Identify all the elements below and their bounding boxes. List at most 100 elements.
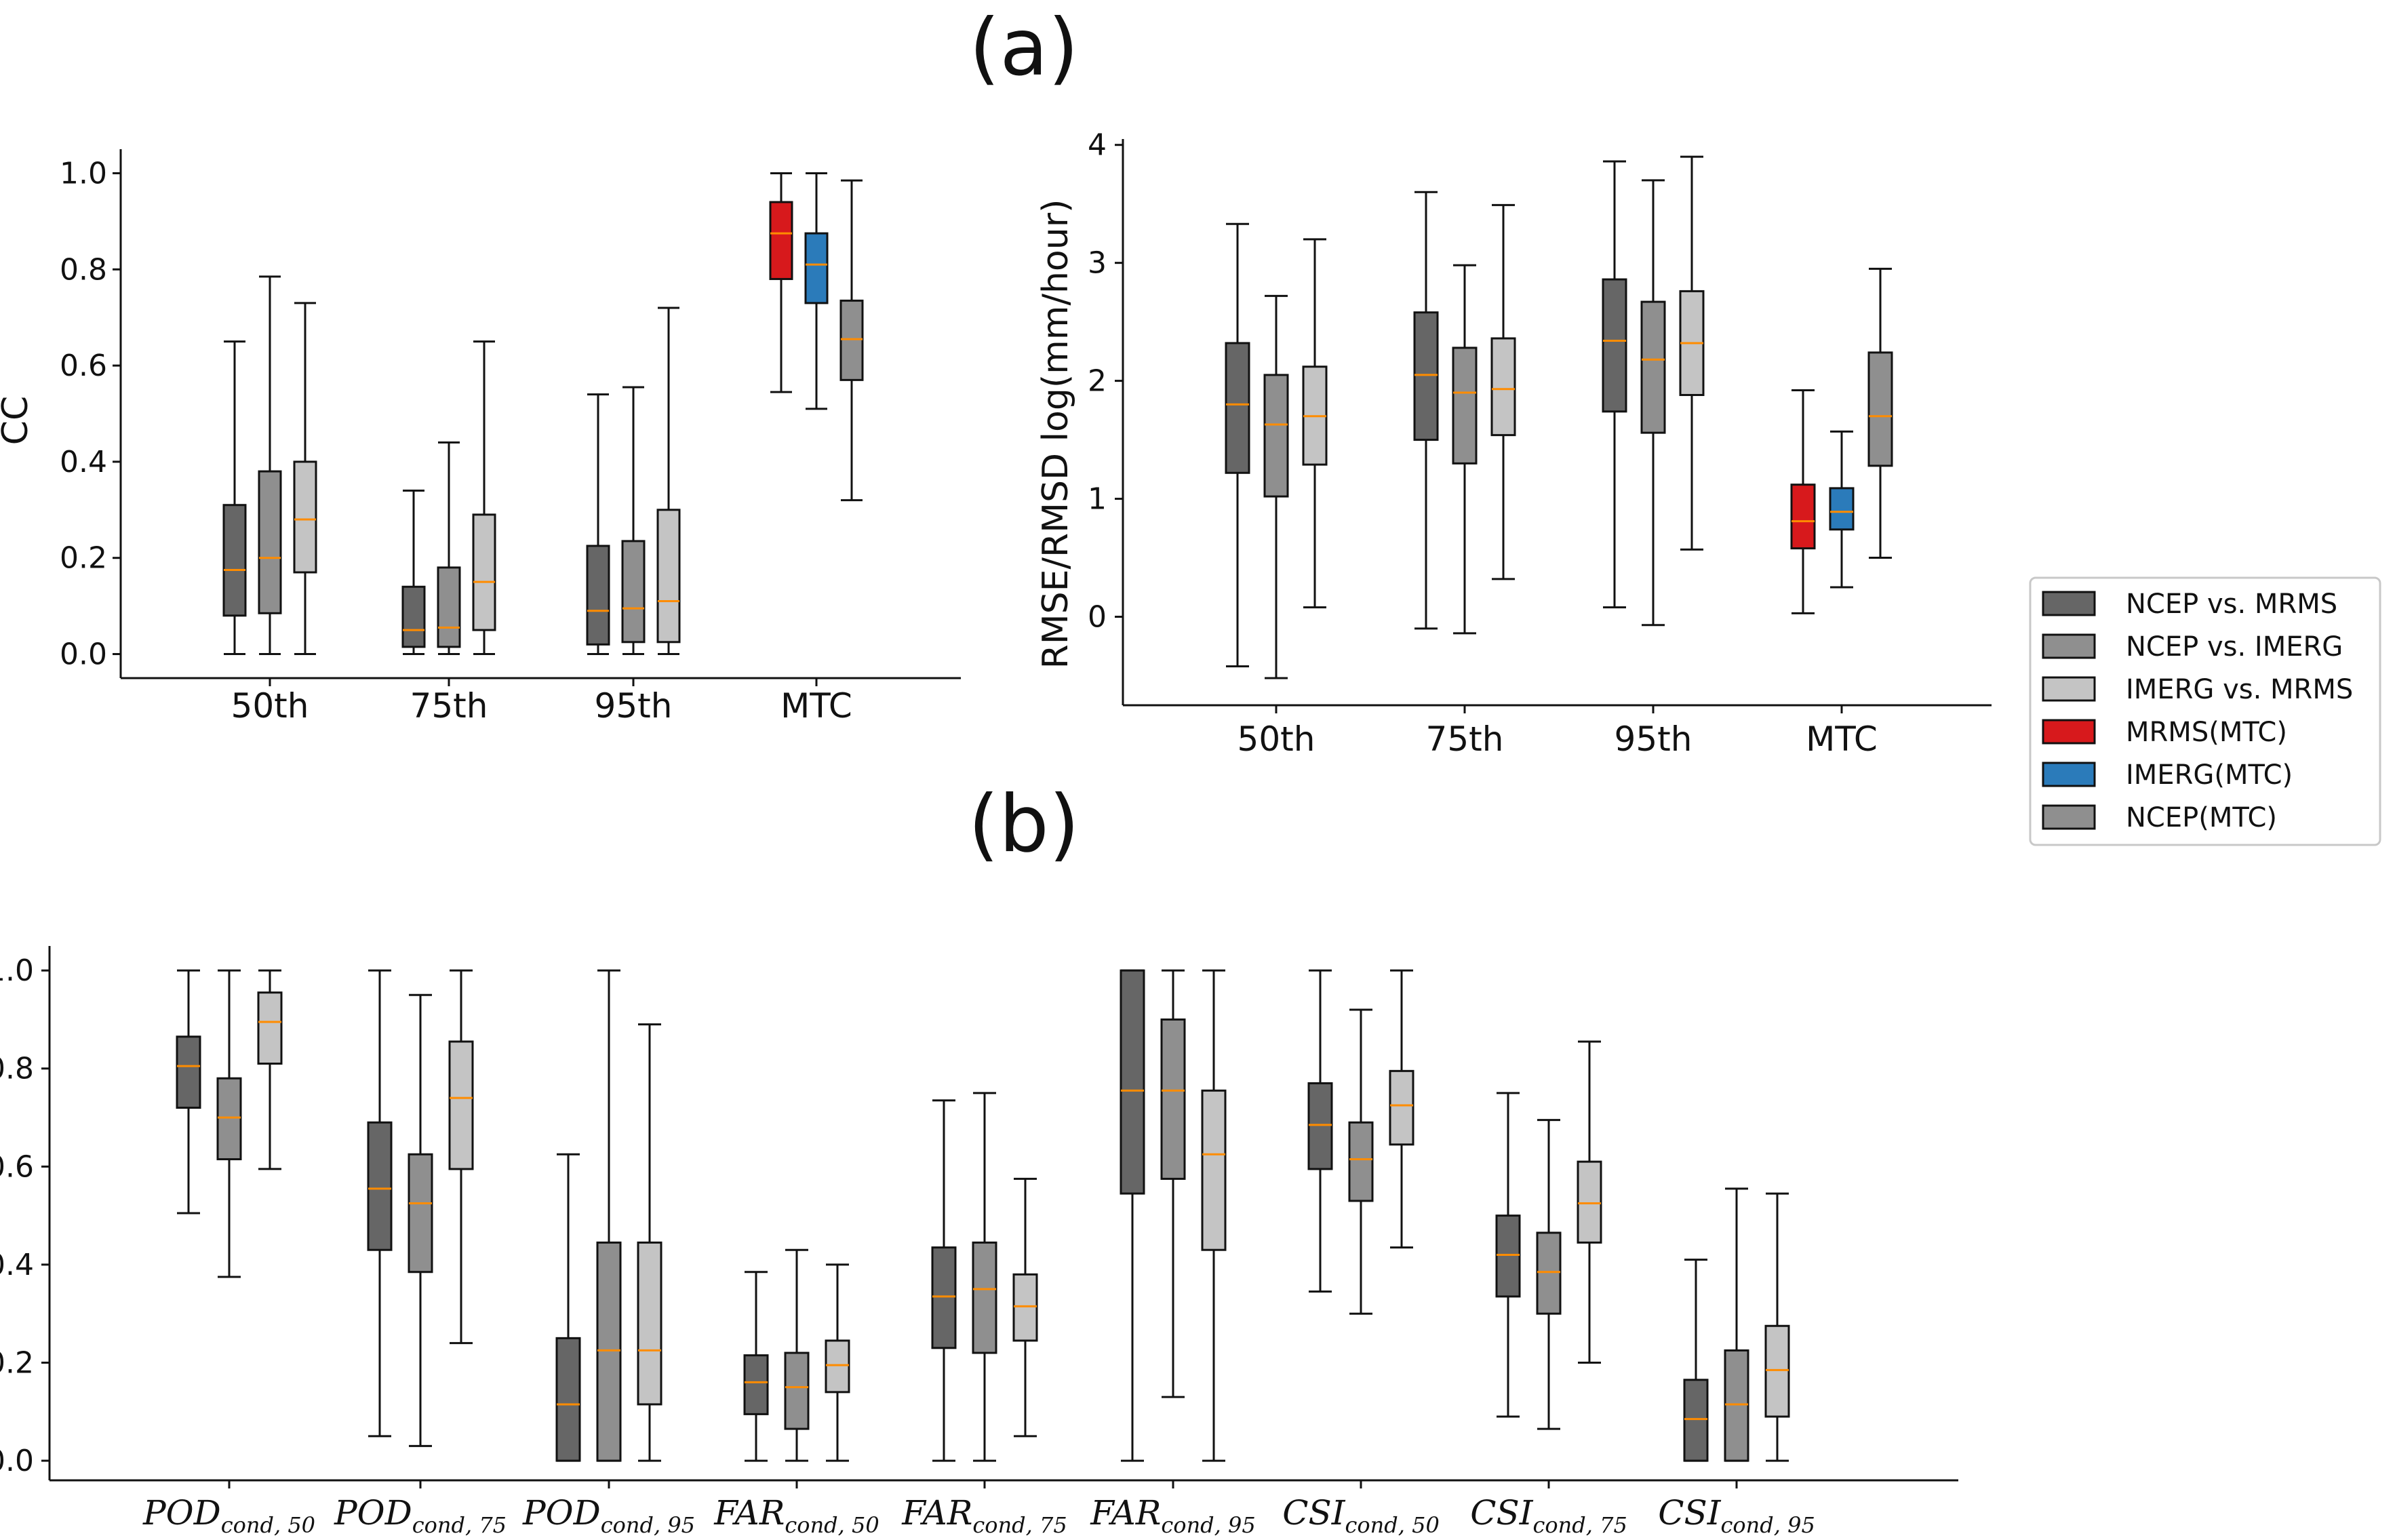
box-mtc-mrms-mtc [769, 172, 793, 393]
box-iqr [825, 1339, 850, 1394]
box-farcond-75-ncep-vs-imerg [972, 1092, 997, 1462]
box-csicond-95-ncep-vs-imerg [1724, 1187, 1749, 1462]
box-podcond-95-imerg-vs-mrms [637, 1023, 662, 1462]
box-csicond-50-imerg-vs-mrms [1389, 969, 1414, 1249]
box-iqr [1867, 351, 1893, 467]
y-tick-label: 0 [1088, 600, 1107, 635]
box-iqr [804, 232, 829, 304]
x-tick-label-base: CSI [1470, 1493, 1534, 1533]
box-mtc-mrms-mtc [1790, 389, 1816, 614]
box-50th-ncep-vs-mrms [1225, 222, 1250, 668]
box-iqr [1490, 337, 1516, 437]
x-tick-label-subscript: cond, 95 [1161, 1512, 1255, 1538]
box-iqr [367, 1121, 393, 1251]
x-tick-label-far-cond-50: FARcond, 50 [713, 1493, 879, 1538]
box-iqr [769, 201, 793, 280]
box-iqr [437, 566, 461, 648]
x-tick-label-base: FAR [713, 1493, 785, 1533]
box-iqr [216, 1077, 242, 1160]
box-csicond-50-ncep-vs-imerg [1348, 1008, 1374, 1315]
box-podcond-75-imerg-vs-mrms [448, 969, 474, 1345]
box-75th-ncep-vs-mrms [401, 489, 426, 656]
box-podcond-50-ncep-vs-imerg [216, 969, 242, 1278]
x-tick-label-base: FAR [901, 1493, 972, 1533]
x-tick-label-50th: 50th [231, 686, 309, 726]
box-iqr [293, 460, 317, 574]
y-axis-title: CC [0, 396, 36, 446]
x-tick-label-subscript: cond, 50 [785, 1512, 879, 1538]
legend-label-mrms-mtc: MRMS(MTC) [2126, 717, 2287, 748]
box-farcond-75-imerg-vs-mrms [1012, 1177, 1038, 1438]
box-50th-imerg-vs-mrms [293, 302, 317, 656]
x-tick-label-base: FAR [1090, 1493, 1161, 1533]
x-tick-label-subscript: cond, 75 [1532, 1512, 1627, 1538]
box-75th-ncep-vs-imerg [1452, 264, 1478, 635]
box-podcond-75-ncep-vs-mrms [367, 969, 393, 1438]
box-iqr [656, 509, 681, 644]
box-iqr [637, 1241, 662, 1406]
box-iqr [472, 513, 496, 631]
box-csicond-75-ncep-vs-imerg [1536, 1119, 1562, 1430]
x-tick-label-pod-cond-50: PODcond, 50 [142, 1493, 315, 1538]
box-iqr [1413, 311, 1439, 441]
x-tick-label-base: CSI [1658, 1493, 1722, 1533]
box-csicond-95-ncep-vs-mrms [1683, 1259, 1709, 1462]
box-farcond-95-imerg-vs-mrms [1201, 969, 1227, 1462]
x-tick-label-95th: 95th [1615, 719, 1693, 759]
box-iqr [621, 540, 646, 644]
box-iqr [176, 1035, 201, 1109]
panel-b-title: (b) [968, 778, 1080, 870]
box-iqr [258, 470, 282, 614]
box-iqr [1724, 1349, 1749, 1462]
box-iqr [408, 1153, 433, 1274]
box-iqr [222, 504, 247, 617]
x-tick-label-subscript: cond, 95 [601, 1512, 695, 1538]
x-tick-label-pod-cond-75: PODcond, 75 [334, 1493, 507, 1538]
box-95th-imerg-vs-mrms [1679, 155, 1705, 551]
box-iqr [401, 585, 426, 648]
box-farcond-50-ncep-vs-imerg [784, 1248, 810, 1462]
box-iqr [1536, 1231, 1562, 1315]
box-iqr [1348, 1121, 1374, 1202]
box-iqr [1790, 483, 1816, 550]
box-csicond-75-imerg-vs-mrms [1577, 1040, 1602, 1364]
box-iqr [448, 1040, 474, 1170]
legend-swatch-mrms-mtc [2042, 719, 2096, 745]
box-farcond-75-ncep-vs-mrms [931, 1099, 957, 1462]
cc-boxplot: 0.0 0.2 0.4 0.6 0.8 1.0 CC 50th 75th 95th MTC [0, 149, 961, 726]
box-iqr [257, 991, 283, 1065]
box-podcond-95-ncep-vs-imerg [596, 969, 622, 1462]
legend-swatch-imerg-mtc [2042, 762, 2096, 787]
x-tick-label-base: POD [334, 1493, 412, 1533]
box-75th-imerg-vs-mrms [1490, 203, 1516, 580]
x-tick-label-base: CSI [1282, 1493, 1346, 1533]
x-tick-label-subscript: cond, 75 [412, 1512, 507, 1538]
box-iqr [1495, 1215, 1521, 1298]
box-iqr [1683, 1379, 1709, 1462]
box-iqr [1263, 374, 1289, 498]
box-iqr [1389, 1069, 1414, 1146]
y-tick-label: 0.8 [60, 252, 107, 287]
box-75th-imerg-vs-mrms [472, 340, 496, 656]
box-iqr [931, 1246, 957, 1349]
box-75th-ncep-vs-imerg [437, 441, 461, 656]
box-podcond-50-imerg-vs-mrms [257, 969, 283, 1170]
box-iqr [1829, 487, 1855, 531]
legend-swatch-ncep-vs-imerg [2042, 633, 2096, 659]
box-95th-ncep-vs-imerg [621, 386, 646, 656]
legend-swatch-ncep-mtc [2042, 804, 2096, 830]
box-iqr [743, 1354, 769, 1415]
box-farcond-50-imerg-vs-mrms [825, 1263, 850, 1462]
y-tick-label: 1 [1088, 482, 1107, 517]
y-axis-title: RMSE/RMSD log(mm/hour) [1035, 199, 1076, 669]
box-iqr [1120, 969, 1145, 1195]
x-tick-label-50th: 50th [1238, 719, 1315, 759]
panel-a-title: (a) [969, 2, 1079, 94]
x-tick-label-csi-cond-75: CSIcond, 75 [1470, 1493, 1627, 1538]
box-95th-imerg-vs-mrms [656, 307, 681, 656]
y-tick-label: 0.8 [0, 1052, 34, 1086]
x-tick-label-csi-cond-50: CSIcond, 50 [1282, 1493, 1440, 1538]
box-iqr [586, 545, 610, 646]
